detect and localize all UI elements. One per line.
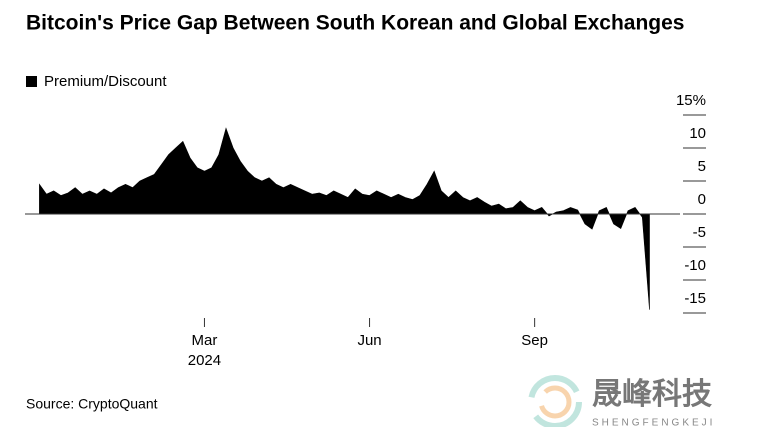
watermark: 晟峰科技 [592,378,712,411]
y-tick-label: 0 [698,191,706,208]
y-tick-label: -10 [684,257,706,274]
y-tick-label: 5 [698,158,706,175]
watermark-sub: SHENGFENGKEJI [592,418,715,427]
watermark-logo [528,375,582,427]
y-tick-label: 10 [689,125,706,142]
area [39,127,650,310]
x-year-label: 2024 [188,352,221,369]
y-tick-label: -15 [684,290,706,307]
legend-swatch [26,76,37,87]
y-tick-label: 15% [676,92,706,109]
legend-label: Premium/Discount [44,73,167,90]
chart-title: Bitcoin's Price Gap Between South Korean… [26,12,684,35]
x-tick-label: Jun [357,332,381,349]
x-tick-label: Sep [521,332,548,349]
x-tick-label: Mar [192,332,218,349]
y-tick-label: -5 [693,224,706,241]
source: Source: CryptoQuant [26,396,158,412]
